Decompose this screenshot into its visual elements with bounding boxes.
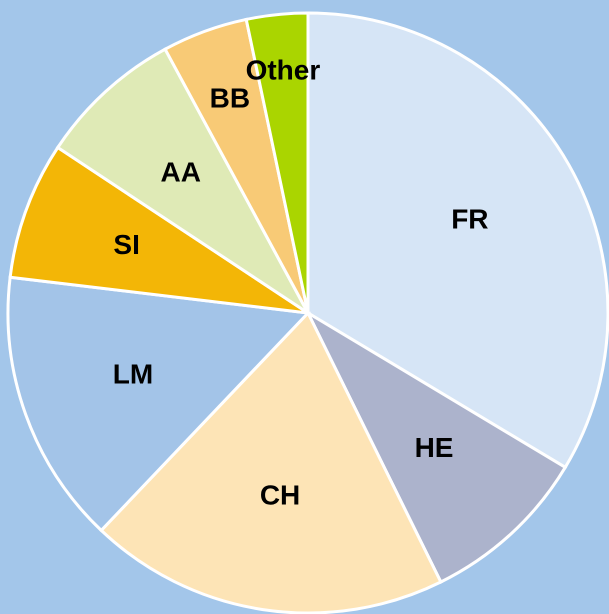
slice-label: CH bbox=[260, 479, 300, 510]
pie-slice bbox=[55, 47, 310, 315]
pie-slice bbox=[306, 11, 609, 470]
slice-label: FR bbox=[451, 204, 488, 235]
pie-slice bbox=[99, 310, 443, 614]
slice-label: Other bbox=[246, 54, 321, 85]
slice-label: BB bbox=[210, 82, 250, 113]
pie-slice bbox=[6, 275, 312, 533]
slice-label: AA bbox=[161, 156, 201, 187]
slice-label: LM bbox=[113, 358, 153, 389]
slice-label: SI bbox=[113, 229, 139, 260]
slice-label: HE bbox=[415, 432, 454, 463]
pie-slice bbox=[8, 145, 309, 315]
pie-slice bbox=[304, 309, 568, 585]
pie-slice bbox=[244, 11, 310, 314]
